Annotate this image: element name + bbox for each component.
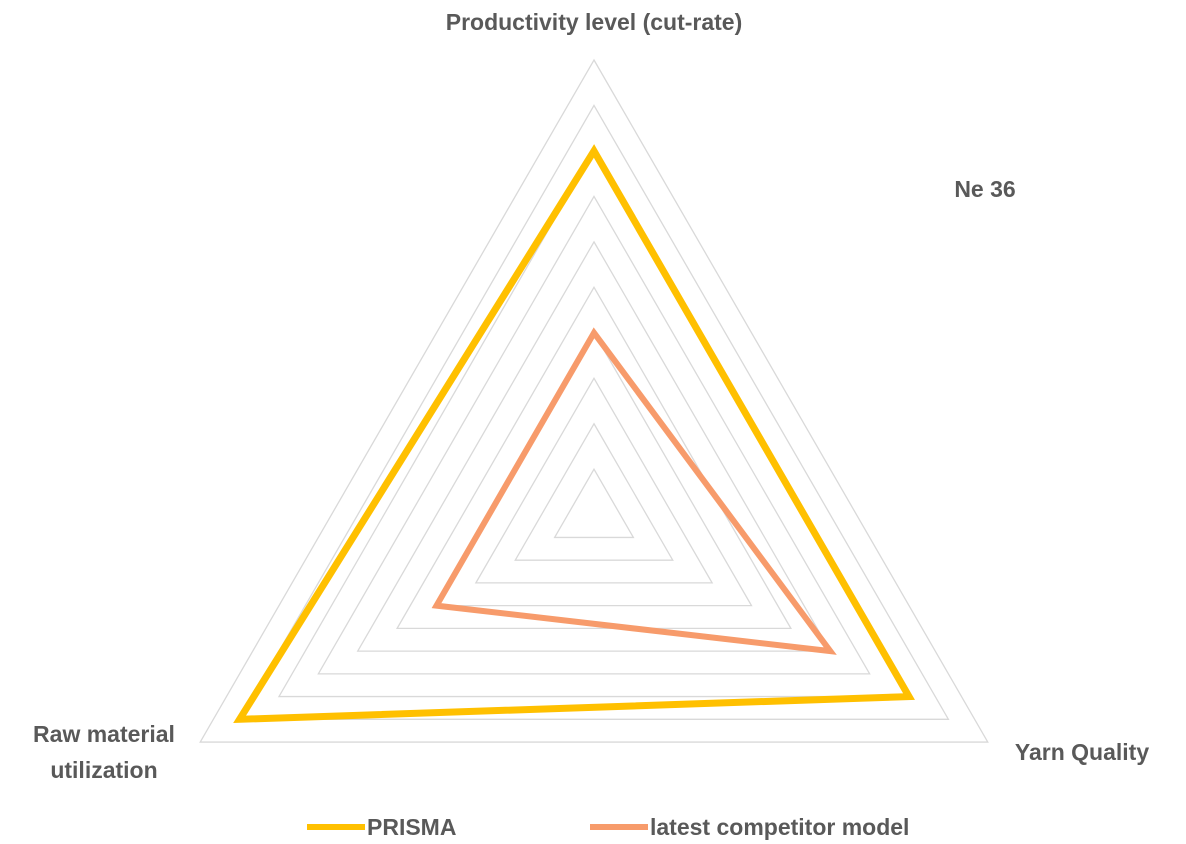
legend-label: latest competitor model	[650, 814, 909, 840]
grid-ring	[395, 286, 793, 630]
legend-label: PRISMA	[367, 814, 456, 840]
axis-label: Yarn Quality	[1014, 739, 1150, 765]
annotation: Ne 36	[954, 176, 1015, 202]
grid-ring	[238, 104, 950, 720]
series-line	[431, 327, 837, 655]
series-line	[233, 144, 915, 724]
grid-ring	[199, 58, 989, 743]
grid-ring	[474, 376, 714, 584]
grid-ring	[317, 195, 871, 675]
grid-ring	[514, 422, 674, 561]
axis-label: Raw material utilization	[33, 721, 175, 783]
axis-label: Productivity level (cut-rate)	[445, 9, 743, 35]
grid-ring	[356, 240, 832, 652]
grid-ring	[553, 467, 635, 539]
